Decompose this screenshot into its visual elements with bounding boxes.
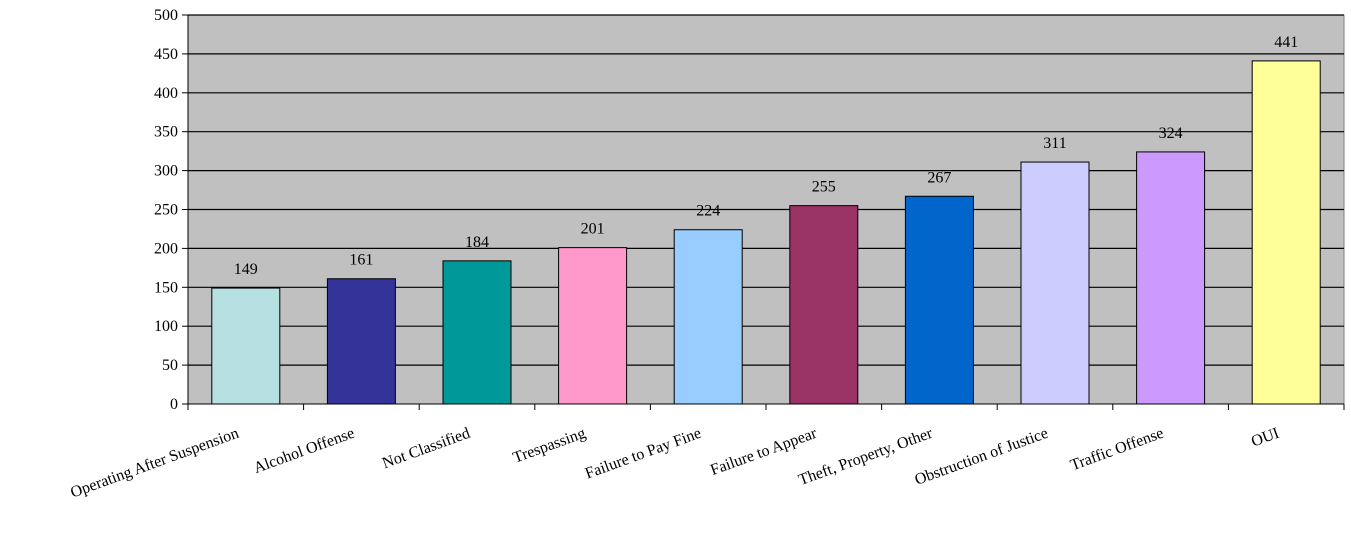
bar bbox=[558, 247, 628, 405]
bar bbox=[442, 260, 512, 405]
data-label: 201 bbox=[581, 221, 605, 238]
y-tick-label: 250 bbox=[154, 202, 178, 219]
y-tick-label: 150 bbox=[154, 279, 178, 296]
x-tick-label: OUI bbox=[1249, 425, 1282, 451]
x-tick-label: Not Classified bbox=[380, 425, 472, 472]
y-tick-label: 200 bbox=[154, 240, 178, 257]
x-tick-label: Trespassing bbox=[511, 425, 588, 467]
x-tick-label: Obstruction of Justice bbox=[913, 425, 1051, 489]
x-tick-label: Traffic Offense bbox=[1068, 425, 1166, 474]
x-tick-label: Alcohol Offense bbox=[251, 425, 356, 477]
y-tick-label: 350 bbox=[154, 124, 178, 141]
y-tick-label: 0 bbox=[170, 396, 178, 413]
x-tick-label: Failure to Pay Fine bbox=[583, 425, 704, 483]
y-axis-ticks: 0 50 100 150 200 250 300 350 400 450 500 bbox=[154, 7, 188, 413]
data-label: 184 bbox=[465, 234, 489, 251]
x-axis-ticks: Operating After Suspension Alcohol Offens… bbox=[68, 404, 1345, 502]
x-tick-label: Operating After Suspension bbox=[68, 425, 241, 502]
y-tick-label: 50 bbox=[162, 357, 178, 374]
bar bbox=[789, 205, 859, 405]
bar bbox=[673, 229, 743, 405]
y-tick-label: 450 bbox=[154, 46, 178, 63]
bar bbox=[326, 278, 396, 405]
data-labels: 149 161 184 201 224 255 267 311 324 441 bbox=[234, 34, 1298, 278]
data-label: 224 bbox=[696, 203, 720, 220]
bar bbox=[904, 195, 974, 405]
y-tick-label: 100 bbox=[154, 318, 178, 335]
y-tick-label: 500 bbox=[154, 7, 178, 24]
bar bbox=[211, 287, 281, 405]
y-tick-label: 400 bbox=[154, 85, 178, 102]
bar bbox=[1136, 151, 1206, 405]
y-tick-label: 300 bbox=[154, 163, 178, 180]
data-label: 311 bbox=[1043, 135, 1066, 152]
bar bbox=[1020, 161, 1090, 405]
data-label: 324 bbox=[1159, 125, 1183, 142]
data-label: 149 bbox=[234, 261, 258, 278]
data-label: 267 bbox=[927, 169, 951, 186]
bar bbox=[1251, 60, 1321, 405]
data-label: 255 bbox=[812, 179, 836, 196]
data-label: 161 bbox=[349, 252, 373, 269]
data-label: 441 bbox=[1274, 34, 1298, 51]
